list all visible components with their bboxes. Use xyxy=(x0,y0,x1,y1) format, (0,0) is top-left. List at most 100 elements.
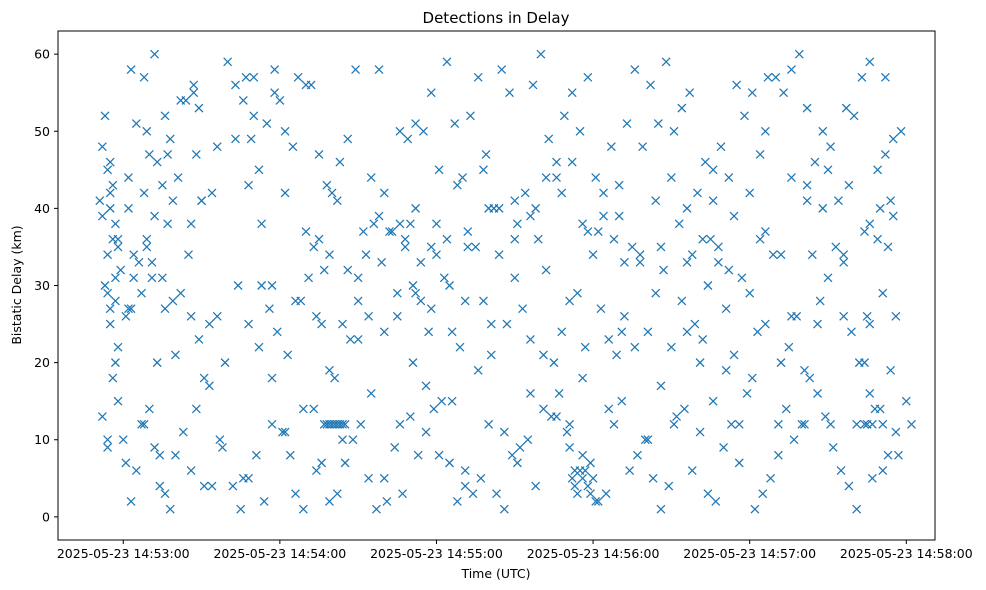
data-point xyxy=(844,180,854,190)
data-point xyxy=(105,304,115,314)
y-tick-label: 10 xyxy=(34,432,50,447)
data-point xyxy=(760,227,770,236)
data-point xyxy=(862,419,872,429)
x-tick-label: 2025-05-23 14:56:00 xyxy=(527,546,660,561)
data-point xyxy=(314,234,324,244)
data-point xyxy=(110,296,120,306)
data-point xyxy=(160,489,170,499)
data-point xyxy=(204,319,214,329)
data-point xyxy=(865,389,875,398)
data-point xyxy=(596,304,606,314)
data-point xyxy=(110,358,120,368)
data-point xyxy=(361,250,371,260)
data-point xyxy=(129,273,139,283)
data-point xyxy=(426,242,436,252)
data-point xyxy=(212,311,222,321)
data-point xyxy=(236,504,246,514)
data-point xyxy=(385,227,394,236)
data-point xyxy=(395,126,405,136)
data-point xyxy=(280,427,290,437)
data-point xyxy=(108,180,118,190)
data-point xyxy=(460,296,470,306)
data-point xyxy=(531,481,541,491)
data-point xyxy=(760,126,770,136)
data-point xyxy=(617,327,627,337)
data-point xyxy=(682,327,692,337)
data-point xyxy=(358,227,368,236)
data-point xyxy=(155,481,165,491)
data-point xyxy=(426,88,436,98)
data-point xyxy=(257,281,267,290)
data-point xyxy=(494,250,504,260)
data-point xyxy=(839,257,849,267)
data-point xyxy=(619,257,629,267)
data-point xyxy=(238,473,248,483)
data-point xyxy=(126,304,136,314)
data-point xyxy=(823,165,833,175)
data-point xyxy=(773,450,783,460)
data-point xyxy=(499,427,509,437)
data-point xyxy=(445,281,454,290)
data-point xyxy=(163,149,173,159)
data-point xyxy=(353,335,363,344)
data-point xyxy=(418,126,428,136)
data-point xyxy=(471,242,481,252)
data-point xyxy=(379,473,389,483)
data-point xyxy=(666,173,676,182)
data-point xyxy=(520,188,530,198)
data-point xyxy=(379,327,389,337)
data-point xyxy=(661,57,671,67)
data-point xyxy=(97,412,107,422)
data-point xyxy=(886,196,896,206)
data-point xyxy=(259,496,269,506)
data-point xyxy=(400,234,410,244)
data-point xyxy=(747,373,757,383)
data-point xyxy=(176,288,186,298)
data-point xyxy=(685,88,695,98)
data-point xyxy=(108,373,118,383)
data-point xyxy=(544,134,554,144)
data-point xyxy=(583,72,593,82)
data-point xyxy=(711,496,721,506)
data-point xyxy=(875,203,885,213)
data-point xyxy=(413,450,423,460)
data-point xyxy=(429,404,439,414)
data-point xyxy=(411,203,421,213)
data-point xyxy=(267,373,277,383)
data-point xyxy=(854,358,864,368)
data-point xyxy=(627,242,637,252)
data-point xyxy=(244,180,253,190)
data-point xyxy=(306,80,316,90)
data-point xyxy=(802,180,812,190)
data-point xyxy=(703,281,713,290)
data-point xyxy=(755,149,765,159)
data-point xyxy=(643,327,653,337)
data-point xyxy=(343,265,353,275)
data-point xyxy=(366,389,376,398)
data-point xyxy=(126,65,136,75)
data-point xyxy=(562,427,572,437)
data-point xyxy=(103,435,113,445)
data-point xyxy=(317,458,327,468)
data-point xyxy=(157,180,167,190)
data-point xyxy=(497,65,507,75)
data-point xyxy=(194,335,204,344)
data-point xyxy=(139,72,149,82)
data-point xyxy=(241,72,251,82)
data-point xyxy=(181,95,191,105)
data-point xyxy=(810,157,820,167)
data-point xyxy=(708,165,718,175)
data-point xyxy=(110,219,120,229)
data-point xyxy=(554,389,564,398)
data-point xyxy=(586,489,595,499)
data-point xyxy=(787,311,796,321)
data-point xyxy=(408,358,418,368)
data-point xyxy=(186,219,196,229)
data-point xyxy=(479,296,488,306)
data-point xyxy=(330,373,340,383)
data-point xyxy=(886,365,896,375)
data-point xyxy=(270,65,280,75)
data-point xyxy=(734,458,744,468)
data-point xyxy=(317,319,327,329)
data-point xyxy=(828,443,838,452)
